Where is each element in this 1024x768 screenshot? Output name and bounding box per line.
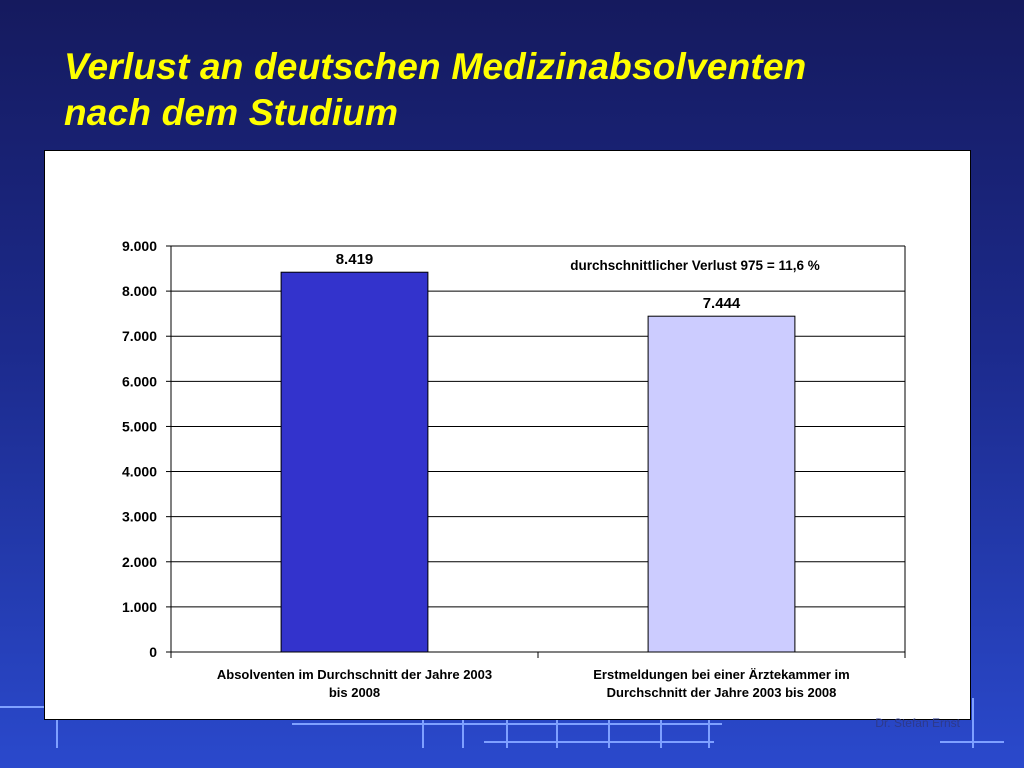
x-category-label: Absolventen im Durchschnitt der Jahre 20… xyxy=(217,667,492,682)
y-tick-label: 3.000 xyxy=(122,509,157,525)
y-tick-label: 7.000 xyxy=(122,328,157,344)
y-tick-label: 5.000 xyxy=(122,418,157,434)
y-tick-label: 4.000 xyxy=(122,464,157,480)
chart-panel: 0 1.000 2.000 3.000 4.000 5.000 6.000 7.000 8.00… xyxy=(44,150,971,720)
x-category-label: Durchschnitt der Jahre 2003 bis 2008 xyxy=(607,685,837,700)
decor-line xyxy=(462,720,464,748)
decor-line xyxy=(708,720,710,748)
decor-line xyxy=(972,698,974,748)
author-footer: Dr. Stefan Ernst xyxy=(875,716,960,730)
decor-line xyxy=(506,720,508,748)
decor-line xyxy=(660,720,662,748)
x-category-label: Erstmeldungen bei einer Ärztekammer im xyxy=(593,667,849,682)
y-tick-label: 9.000 xyxy=(122,238,157,254)
bar-erstmeldungen xyxy=(647,315,796,653)
decor-line xyxy=(556,720,558,748)
decor-line xyxy=(608,720,610,748)
bar-absolventen xyxy=(280,271,429,653)
slide-title: Verlust an deutschen Medizinabsolventen … xyxy=(64,44,806,136)
decor-line xyxy=(56,720,58,748)
y-tick-label: 6.000 xyxy=(122,373,157,389)
y-tick-label: 8.000 xyxy=(122,283,157,299)
y-tick-label: 2.000 xyxy=(122,554,157,570)
bar-value-label: 8.419 xyxy=(336,251,374,268)
decor-line xyxy=(422,720,424,748)
decor-line xyxy=(484,741,714,743)
y-tick-label: 1.000 xyxy=(122,599,157,615)
slide-title-line-1: Verlust an deutschen Medizinabsolventen xyxy=(64,46,807,87)
loss-annotation: durchschnittlicher Verlust 975 = 11,6 % xyxy=(570,258,820,273)
bar-value-label: 7.444 xyxy=(703,295,741,312)
x-category-label: bis 2008 xyxy=(329,685,380,700)
bar-chart: 0 1.000 2.000 3.000 4.000 5.000 6.000 7.000 8.00… xyxy=(122,238,906,700)
y-tick-label: 0 xyxy=(149,644,157,660)
slide-title-line-2: nach dem Studium xyxy=(64,92,399,133)
decor-line xyxy=(0,706,44,708)
